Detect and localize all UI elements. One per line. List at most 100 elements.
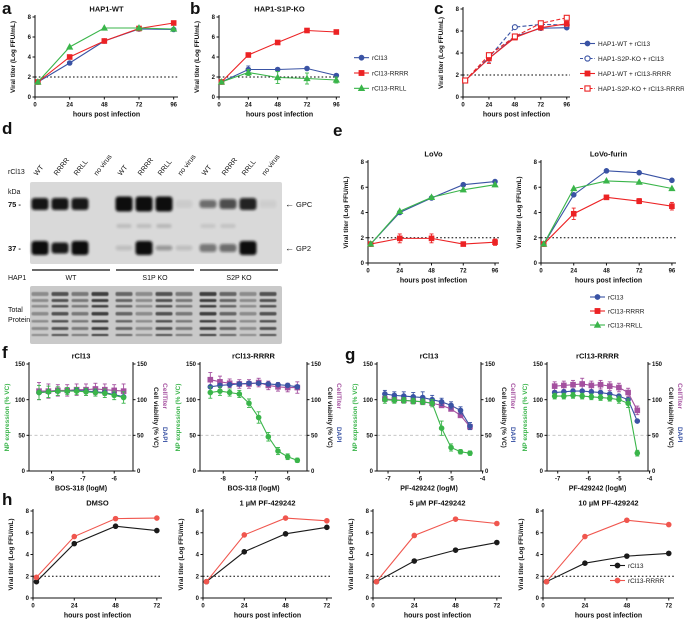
svg-text:0: 0 [461, 103, 465, 109]
svg-text:24: 24 [486, 103, 493, 109]
svg-text:-7: -7 [385, 477, 391, 483]
svg-text:0: 0 [366, 596, 370, 602]
chart-lovo-furin: 0 24 48 72 96 0 2 4 6 8 LoVo-furin hours post infec… [514, 148, 684, 286]
svg-text:rCl13-RRLL: rCl13-RRLL [608, 322, 643, 329]
svg-text:50: 50 [137, 434, 144, 440]
svg-text:24: 24 [582, 604, 589, 610]
svg-text:8: 8 [456, 7, 460, 13]
svg-text:-5: -5 [448, 477, 454, 483]
panel-label-f: f [2, 343, 8, 362]
svg-text:6: 6 [536, 531, 540, 537]
svg-text:hours post infection: hours post infection [400, 278, 467, 285]
svg-text:-4: -4 [480, 477, 486, 483]
svg-text:6: 6 [361, 185, 365, 191]
svg-text:hours post infection: hours post infection [73, 112, 140, 119]
svg-text:RRRR: RRRR [53, 157, 71, 177]
svg-text:8: 8 [212, 15, 216, 21]
svg-text:8: 8 [196, 509, 200, 515]
svg-text:BOS-318 (logM): BOS-318 (logM) [55, 486, 107, 493]
svg-text:4: 4 [28, 55, 32, 61]
svg-text:Viral titer (Log FFU/mL): Viral titer (Log FFU/mL) [438, 17, 445, 89]
svg-text:-7: -7 [555, 477, 561, 483]
svg-text:LoVo: LoVo [424, 150, 443, 159]
svg-text:0: 0 [366, 269, 370, 275]
svg-text:8: 8 [28, 15, 32, 21]
svg-text:hours post infection: hours post infection [234, 613, 301, 620]
svg-text:100: 100 [652, 398, 663, 404]
svg-text:24: 24 [245, 103, 252, 109]
svg-text:WT: WT [33, 164, 46, 177]
svg-text:no virus: no virus [93, 153, 114, 177]
svg-text:2: 2 [212, 75, 216, 81]
svg-text:24: 24 [66, 103, 73, 109]
svg-text:72: 72 [537, 103, 544, 109]
chart-hap1-s1p-ko: 0 24 48 72 96 0 2 4 6 8 HAP1-S1P-KO hours post infe… [192, 3, 348, 120]
svg-text:37 -: 37 - [8, 244, 21, 253]
svg-text:96: 96 [563, 103, 570, 109]
svg-text:150: 150 [137, 362, 148, 368]
chart-1um-pf429242: 0 24 48 72 0 2 4 6 8 1 µM PF-429242 hours post inf… [176, 497, 340, 621]
svg-text:50: 50 [189, 434, 196, 440]
svg-text:Viral titer (Log FFU/mL): Viral titer (Log FFU/mL) [516, 176, 523, 248]
chart-pf429242-rcl13-rrrr: -7 -6 -5 -4 0 0 50 50 100 100 150 150 rCl13-RRRR PF-4… [520, 350, 685, 494]
svg-text:WT: WT [117, 164, 130, 177]
svg-text:2: 2 [366, 574, 370, 580]
svg-text:150: 150 [652, 362, 663, 368]
svg-text:-5: -5 [616, 477, 622, 483]
svg-text:0: 0 [217, 103, 221, 109]
svg-text:10 µM PF-429242: 10 µM PF-429242 [578, 499, 638, 508]
svg-text:8: 8 [536, 509, 540, 515]
svg-text:S1P KO: S1P KO [142, 275, 168, 282]
svg-text:0: 0 [31, 604, 35, 610]
chart-s2p-ko-comparison: 0 24 48 72 96 0 2 4 6 8 hours post infection Viral … [436, 3, 578, 120]
svg-text:DMSO: DMSO [86, 499, 109, 508]
svg-text:CellTiter: CellTiter [509, 383, 516, 409]
svg-text:rCl13: rCl13 [628, 563, 644, 570]
svg-text:50: 50 [485, 434, 492, 440]
svg-text:50: 50 [536, 434, 543, 440]
svg-text:6: 6 [212, 35, 216, 41]
svg-text:-7: -7 [253, 477, 259, 483]
svg-text:hours post infection: hours post infection [404, 613, 471, 620]
svg-text:Cell viability (% VC): Cell viability (% VC) [326, 387, 333, 448]
svg-text:48: 48 [623, 604, 630, 610]
svg-text:HAP1-WT + rCl13-RRRR: HAP1-WT + rCl13-RRRR [598, 71, 671, 78]
svg-text:4: 4 [212, 55, 216, 61]
svg-text:rCl13: rCl13 [8, 169, 25, 176]
svg-text:Viral titer (Log FFU/mL): Viral titer (Log FFU/mL) [518, 518, 525, 590]
svg-text:HAP1-WT: HAP1-WT [89, 5, 124, 14]
svg-text:150: 150 [485, 362, 496, 368]
legend-panel-e: rCl13 rCl13-RRRR rCl13-RRLL [588, 290, 684, 332]
svg-text:50: 50 [311, 434, 318, 440]
svg-text:Viral titer (Log FFU/mL): Viral titer (Log FFU/mL) [348, 518, 355, 590]
svg-text:0: 0 [201, 604, 205, 610]
svg-text:2: 2 [536, 574, 540, 580]
svg-text:-6: -6 [112, 477, 118, 483]
svg-text:0: 0 [196, 596, 200, 602]
svg-text:0: 0 [371, 604, 375, 610]
svg-text:no virus: no virus [261, 153, 282, 177]
svg-text:0: 0 [485, 469, 489, 475]
svg-text:8: 8 [534, 160, 538, 166]
svg-text:4: 4 [536, 553, 540, 559]
svg-text:Viral titer (Log FFU/mL): Viral titer (Log FFU/mL) [194, 21, 201, 93]
svg-text:0: 0 [212, 95, 216, 101]
svg-text:WT: WT [66, 275, 78, 282]
svg-text:100: 100 [15, 398, 26, 404]
svg-text:96: 96 [669, 269, 676, 275]
svg-text:48: 48 [112, 604, 119, 610]
svg-text:←: ← [285, 243, 294, 253]
svg-text:←: ← [285, 199, 294, 209]
svg-text:-8: -8 [49, 477, 55, 483]
svg-text:48: 48 [428, 269, 435, 275]
svg-text:0: 0 [361, 261, 365, 267]
svg-text:100: 100 [485, 398, 496, 404]
western-blot-panel: rCl13 WT RRRR RRLL no virus WT RRRR RRLL no viru… [0, 122, 334, 348]
svg-text:2: 2 [196, 574, 200, 580]
svg-text:DAPI: DAPI [161, 427, 168, 443]
svg-text:24: 24 [570, 269, 577, 275]
svg-text:96: 96 [492, 269, 499, 275]
svg-text:24: 24 [71, 604, 78, 610]
svg-text:72: 72 [323, 604, 330, 610]
